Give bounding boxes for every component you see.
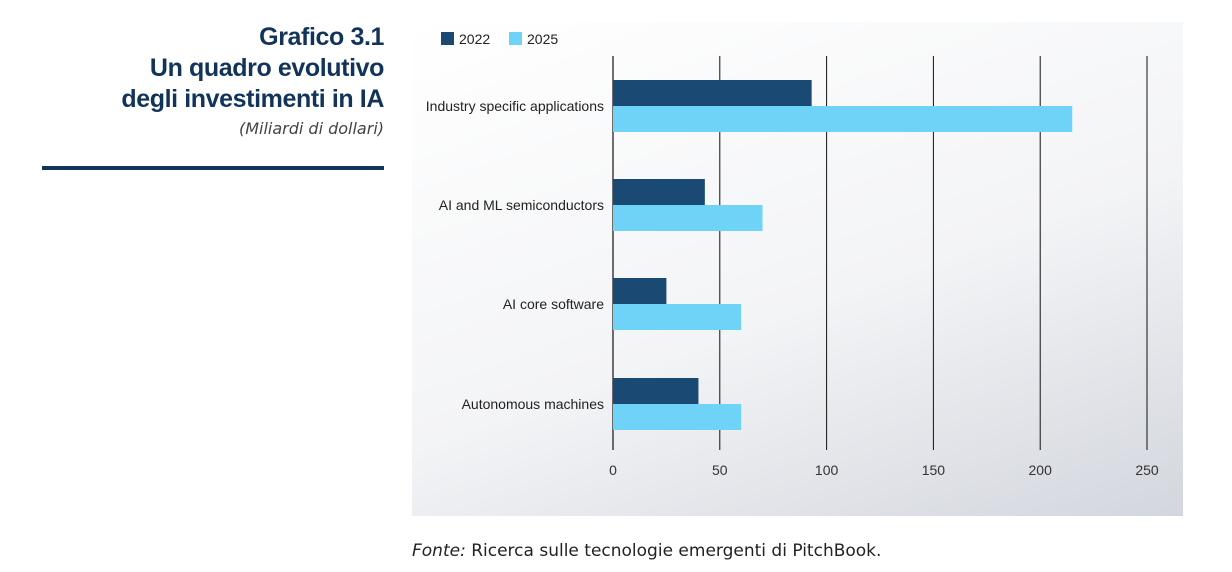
source-note: Fonte: Ricerca sulle tecnologie emergent… <box>412 541 881 561</box>
category-label: AI core software <box>503 296 604 312</box>
legend-swatch-2025 <box>509 32 522 45</box>
x-tick-label: 200 <box>1029 462 1053 478</box>
chart-title-line-1: Grafico 3.1 <box>259 23 384 51</box>
chart-title-line-2: Un quadro evolutivo <box>149 54 384 82</box>
x-tick-label: 250 <box>1135 462 1159 478</box>
bar-2025 <box>613 106 1073 132</box>
x-tick-label: 100 <box>815 462 839 478</box>
bar-2025 <box>613 404 742 430</box>
category-label: Industry specific applications <box>426 98 604 114</box>
legend-label: 2025 <box>527 31 558 47</box>
chart-subtitle: (Miliardi di dollari) <box>238 119 384 138</box>
bar-2022 <box>613 278 667 304</box>
source-text: Ricerca sulle tecnologie emergenti di Pi… <box>465 541 882 561</box>
chart-title-line-3: degli investimenti in IA <box>121 85 384 113</box>
legend-label: 2022 <box>459 31 490 47</box>
bar-2022 <box>613 80 812 106</box>
category-label: Autonomous machines <box>462 396 604 412</box>
legend-swatch-2022 <box>441 32 454 45</box>
x-tick-label: 50 <box>712 462 728 478</box>
bar-2025 <box>613 205 763 231</box>
x-tick-label: 150 <box>922 462 946 478</box>
source-label: Fonte: <box>412 541 466 561</box>
bar-chart: 0 50 100 150 200 250 Industry specific applica… <box>426 31 1159 478</box>
title-divider <box>42 166 384 170</box>
category-label: AI and ML semiconductors <box>439 197 604 213</box>
chart-title-block: Grafico 3.1 Un quadro evolutivo degli in… <box>40 22 384 138</box>
x-tick-label: 0 <box>609 462 617 478</box>
bar-2025 <box>613 304 742 330</box>
chart-panel: 0 50 100 150 200 250 Industry specific applica… <box>412 22 1183 516</box>
bar-2022 <box>613 378 699 404</box>
bar-2022 <box>613 179 705 205</box>
